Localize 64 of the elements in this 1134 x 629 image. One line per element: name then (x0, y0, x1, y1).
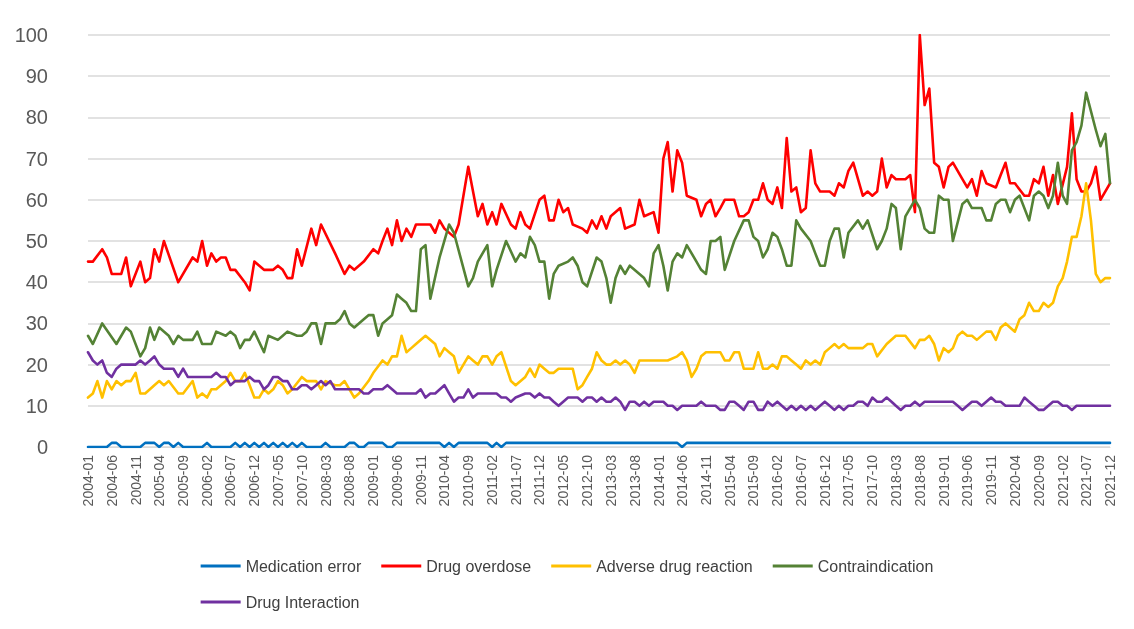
x-tick-label: 2010-04 (436, 454, 453, 507)
x-tick-label: 2006-12 (246, 454, 263, 507)
x-tick-label: 2014-01 (650, 454, 667, 507)
x-tick-label: 2011-12 (531, 454, 548, 506)
x-tick-label: 2011-07 (507, 454, 524, 506)
line-series (86, 182, 1112, 399)
line-series (86, 350, 1112, 412)
x-tick-label: 2018-03 (887, 454, 904, 507)
legend-label: Adverse drug reaction (596, 557, 753, 575)
x-tick-label: 2008-08 (341, 454, 358, 507)
x-tick-label: 2008-03 (317, 454, 334, 507)
x-tick-label: 2020-04 (1006, 454, 1023, 507)
x-tick-label: 2016-07 (792, 454, 809, 507)
y-tick-label: 10 (25, 394, 48, 417)
x-tick-label: 2009-06 (388, 454, 405, 507)
y-tick-label: 20 (25, 353, 48, 376)
line-series (86, 33, 1112, 292)
x-tick-label: 2007-10 (293, 454, 310, 507)
x-tick-label: 2007-05 (269, 454, 286, 507)
x-tick-label: 2013-03 (602, 454, 619, 507)
x-tick-label: 2019-06 (959, 454, 976, 507)
y-tick-label: 30 (25, 312, 48, 335)
x-tick-label: 2005-09 (175, 454, 192, 507)
x-tick-label: 2006-02 (199, 454, 215, 507)
x-tick-label: 2010-09 (460, 454, 477, 507)
x-tick-label: 2004-06 (103, 454, 120, 507)
x-tick-label: 2014-11 (697, 454, 714, 506)
x-tick-label: 2020-09 (1030, 454, 1047, 507)
x-tick-label: 2017-05 (840, 454, 857, 507)
x-tick-label: 2014-06 (674, 454, 691, 507)
x-tick-label: 2021-02 (1054, 454, 1071, 507)
legend-label: Drug Interaction (245, 593, 360, 611)
x-tick-label: 2004-11 (127, 454, 144, 506)
x-tick-label: 2013-08 (626, 454, 643, 507)
x-tick-label: 2019-11 (983, 454, 1000, 506)
x-tick-label: 2011-02 (484, 454, 501, 506)
y-tick-label: 80 (25, 106, 48, 129)
y-tick-label: 60 (25, 188, 48, 211)
x-tick-label: 2021-12 (1102, 454, 1118, 507)
x-tick-label: 2009-01 (365, 454, 382, 507)
legend-label: Medication error (245, 557, 362, 575)
x-tick-label: 2016-12 (816, 454, 833, 507)
x-tick-label: 2004-01 (80, 454, 96, 507)
y-tick-label: 100 (14, 24, 48, 46)
x-tick-label: 2021-07 (1078, 454, 1095, 507)
y-tick-label: 40 (25, 271, 48, 294)
y-tick-label: 50 (25, 230, 48, 252)
x-tick-label: 2009-11 (412, 454, 429, 506)
x-tick-label: 2017-10 (864, 454, 881, 507)
x-tick-label: 2012-10 (579, 454, 596, 507)
x-tick-label: 2015-09 (745, 454, 762, 507)
legend-label: Drug overdose (426, 557, 532, 575)
x-tick-label: 2018-08 (911, 454, 928, 507)
x-tick-label: 2012-05 (555, 454, 572, 507)
legend-label: Contraindication (817, 557, 934, 575)
y-tick-label: 90 (25, 65, 48, 88)
x-tick-label: 2016-02 (769, 454, 786, 507)
line-series (86, 91, 1112, 358)
y-tick-label: 0 (36, 436, 48, 458)
x-tick-label: 2006-07 (222, 454, 239, 507)
y-tick-label: 70 (25, 147, 48, 170)
x-tick-label: 2005-04 (151, 454, 168, 507)
x-tick-label: 2019-01 (935, 454, 952, 507)
x-tick-label: 2015-04 (721, 454, 738, 507)
